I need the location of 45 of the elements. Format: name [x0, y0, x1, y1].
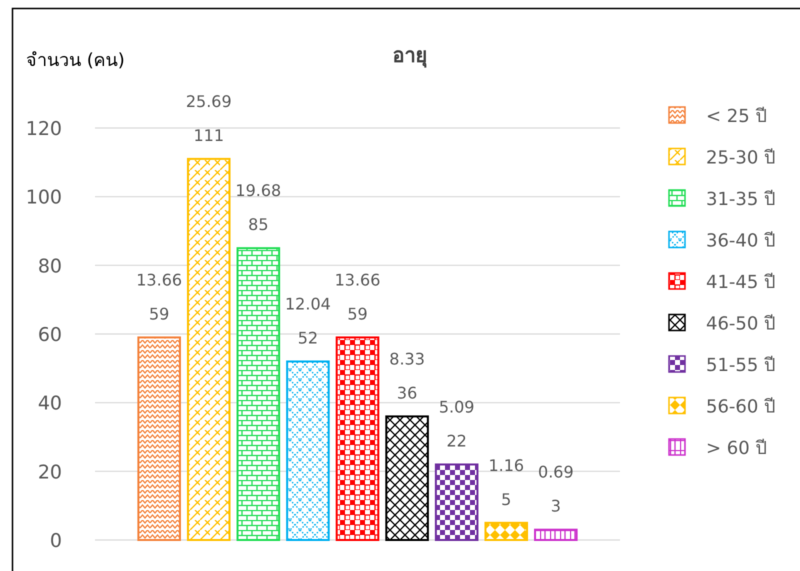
text: 25.69: [186, 92, 232, 111]
data-label: 3: [550, 496, 561, 516]
chart-title: อายุ: [392, 43, 428, 68]
y-tick-label: 100: [26, 186, 62, 209]
annotation: 13.66: [334, 270, 380, 290]
bar: [236, 247, 280, 541]
annotation: 1.16: [488, 456, 524, 475]
data-label: 52: [298, 328, 318, 348]
data-label: 59: [347, 304, 368, 324]
annotation: 5.09: [438, 397, 474, 416]
annotation: 0.69: [538, 462, 574, 482]
data-label: 111: [193, 126, 224, 145]
data-label: 5: [501, 490, 512, 509]
data-label: 59: [148, 304, 170, 324]
bar: [286, 360, 330, 541]
legend-label: 36-40 ปี: [706, 230, 776, 252]
y-tick-label: 120: [26, 118, 62, 140]
annotation: 13.66: [136, 270, 182, 290]
y-axis-title: จำนวน (คน): [26, 50, 125, 71]
legend-label: 56-60 ปี: [706, 396, 776, 418]
annotation: 12.04: [285, 294, 331, 314]
bar: [534, 528, 578, 541]
legend-label: 31-35 ปี: [706, 189, 776, 210]
bar: [137, 336, 181, 541]
data-label: 36: [396, 383, 418, 402]
legend-label: 25-30 ปี: [706, 148, 776, 168]
bar: [336, 336, 380, 541]
bar: [484, 522, 528, 541]
legend-label: < 25 ปี: [706, 106, 766, 127]
y-tick-label: 60: [38, 324, 62, 346]
data-label: 85: [248, 215, 269, 234]
y-tick-label: 0: [50, 530, 62, 552]
y-tick-label: 40: [38, 392, 62, 415]
legend-label: > 60 ปี: [706, 438, 766, 459]
legend-label: 41-45 ปี: [706, 272, 776, 293]
bar: [385, 415, 429, 541]
bar: [186, 158, 231, 541]
legend-label: 51-55 ปี: [706, 355, 776, 376]
y-tick-label: 80: [38, 255, 62, 278]
data-label: 22: [446, 431, 467, 450]
annotation: 19.68: [235, 181, 282, 200]
annotation: 8.33: [389, 349, 425, 368]
legend-label: 46-50 ปี: [706, 314, 776, 334]
bar: [434, 463, 478, 541]
y-tick-label: 20: [38, 461, 62, 484]
